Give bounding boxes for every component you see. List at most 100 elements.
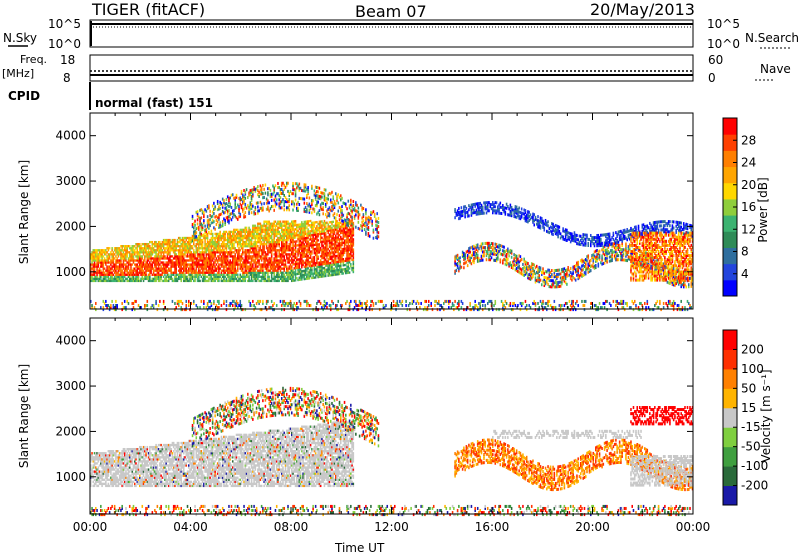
- heatmap-cell: [251, 304, 253, 307]
- heatmap-cell: [337, 193, 339, 196]
- heatmap-cell: [271, 280, 273, 282]
- heatmap-cell: [133, 257, 135, 259]
- heatmap-cell: [126, 278, 128, 280]
- heatmap-cell: [353, 222, 355, 224]
- heatmap-cell: [100, 278, 102, 280]
- heatmap-cell: [245, 203, 247, 206]
- heatmap-cell: [227, 243, 229, 245]
- heatmap-cell: [353, 261, 355, 263]
- heatmap-cell: [288, 261, 290, 263]
- heatmap-cell: [143, 270, 145, 272]
- heatmap-cell: [129, 276, 131, 278]
- heatmap-cell: [246, 188, 248, 191]
- heatmap-cell: [353, 269, 355, 271]
- heatmap-cell: [273, 302, 275, 305]
- heatmap-cell: [163, 276, 165, 278]
- heatmap-cell: [363, 213, 365, 216]
- heatmap-cell: [196, 267, 198, 269]
- heatmap-cell: [280, 270, 282, 272]
- heatmap-cell: [248, 227, 250, 229]
- heatmap-cell: [251, 241, 253, 243]
- heatmap-cell: [246, 241, 248, 243]
- heatmap-cell: [283, 208, 285, 211]
- heatmap-cell: [271, 251, 273, 253]
- heatmap-cell: [110, 304, 112, 307]
- heatmap-cell: [126, 253, 128, 255]
- heatmap-cell: [187, 265, 189, 267]
- heatmap-cell: [234, 255, 236, 257]
- heatmap-cell: [103, 270, 105, 272]
- heatmap-cell: [234, 231, 236, 233]
- heatmap-cell: [319, 251, 321, 253]
- heatmap-cell: [223, 199, 225, 202]
- heatmap-cell: [193, 241, 195, 243]
- heatmap-cell: [145, 249, 147, 251]
- heatmap-cell: [286, 255, 288, 257]
- heatmap-cell: [219, 233, 221, 235]
- heatmap-cell: [219, 247, 221, 249]
- heatmap-cell: [238, 247, 240, 249]
- heatmap-cell: [162, 249, 164, 251]
- heatmap-cell: [212, 233, 214, 235]
- heatmap-cell: [212, 259, 214, 261]
- heatmap-cell: [304, 198, 306, 201]
- heatmap-cell: [237, 270, 239, 272]
- heatmap-cell: [198, 245, 200, 247]
- heatmap-cell: [267, 231, 269, 233]
- heatmap-cell: [262, 192, 264, 195]
- heatmap-cell: [277, 182, 279, 185]
- heatmap-cell: [358, 207, 360, 210]
- heatmap-cell: [275, 221, 277, 223]
- heatmap-cell: [101, 257, 103, 259]
- heatmap-cell: [96, 251, 98, 253]
- heatmap-cell: [234, 267, 236, 269]
- heatmap-cell: [214, 205, 216, 208]
- heatmap-cell: [301, 278, 303, 280]
- heatmap-cell: [126, 249, 128, 251]
- heatmap-cell: [296, 240, 298, 242]
- heatmap-cell: [222, 220, 224, 223]
- heatmap-cell: [197, 222, 199, 225]
- heatmap-cell: [234, 276, 236, 278]
- heatmap-cell: [353, 267, 355, 269]
- nave-tick-top: 60: [708, 53, 723, 67]
- heatmap-cell: [105, 253, 107, 255]
- heatmap-cell: [281, 206, 283, 209]
- heatmap-cell: [282, 272, 284, 274]
- heatmap-cell: [306, 208, 308, 211]
- heatmap-cell: [226, 278, 228, 280]
- heatmap-cell: [239, 278, 241, 280]
- heatmap-cell: [226, 247, 228, 249]
- heatmap-cell: [196, 231, 198, 234]
- heatmap-cell: [314, 223, 316, 225]
- heatmap-cell: [217, 261, 219, 263]
- heatmap-cell: [295, 279, 297, 281]
- heatmap-cell: [245, 211, 247, 214]
- heatmap-cell: [214, 228, 216, 231]
- heatmap-cell: [113, 259, 115, 261]
- heatmap-cell: [285, 259, 287, 261]
- heatmap-cell: [252, 280, 254, 282]
- heatmap-cell: [233, 245, 235, 247]
- heatmap-cell: [120, 251, 122, 253]
- heatmap-cell: [252, 265, 254, 267]
- heatmap-cell: [280, 300, 282, 303]
- heatmap-cell: [353, 238, 355, 240]
- heatmap-cell: [353, 259, 355, 261]
- nsky-tick-bottom: 10^0: [48, 37, 81, 51]
- heatmap-cell: [120, 259, 122, 261]
- nsearch-tick-bottom: 10^0: [707, 37, 740, 51]
- heatmap-cell: [295, 236, 297, 238]
- heatmap-cell: [103, 265, 105, 267]
- heatmap-cell: [188, 300, 190, 303]
- heatmap-cell: [324, 192, 326, 195]
- heatmap-cell: [309, 247, 311, 249]
- heatmap-cell: [150, 272, 152, 274]
- heatmap-cell: [356, 204, 358, 207]
- heatmap-cell: [150, 259, 152, 261]
- heatmap-cell: [145, 272, 147, 274]
- heatmap-cell: [276, 251, 278, 253]
- heatmap-cell: [266, 257, 268, 259]
- heatmap-cell: [126, 270, 128, 272]
- heatmap-cell: [239, 300, 241, 303]
